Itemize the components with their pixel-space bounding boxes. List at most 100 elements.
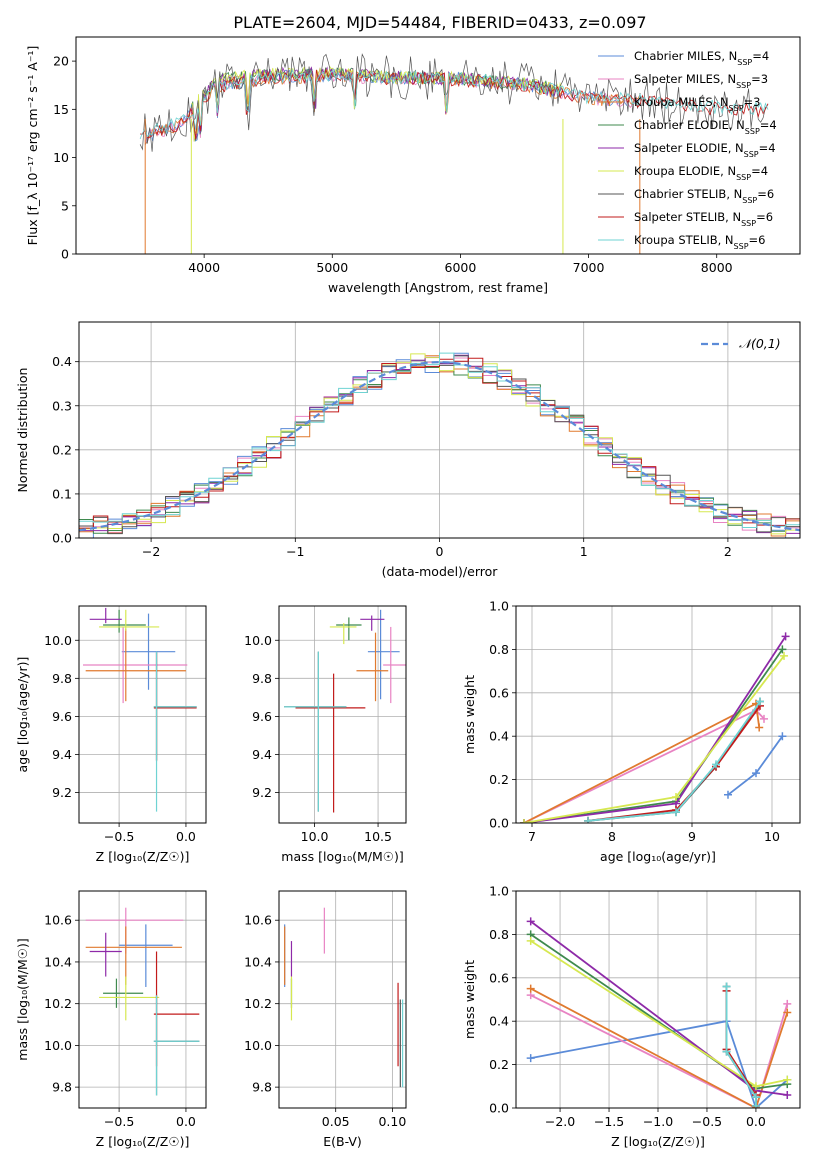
y-tick-label: 20 <box>53 54 69 69</box>
x-tick-label: 7000 <box>573 260 605 275</box>
plot-area <box>284 907 404 1088</box>
weight-point-chabrier-miles <box>526 1054 535 1063</box>
x-tick-label: 10.5 <box>364 829 392 844</box>
weight-point-kroupa-stelib <box>756 697 764 706</box>
axes-frame <box>78 890 207 1109</box>
weight-point-salpeter-miles <box>783 999 792 1008</box>
y-tick-label: 15 <box>53 102 69 117</box>
x-axis-label: Z [log₁₀(Z/Z☉)] <box>611 1134 705 1149</box>
axes-frame <box>278 605 407 824</box>
weight-line-salpeter-stelib <box>725 990 757 1106</box>
y-tick-label: 0.6 <box>489 685 509 700</box>
x-axis-label: Z [log₁₀(Z/Z☉)] <box>96 1134 190 1149</box>
legend-label-chabrier-stelib: Chabrier STELIB, NSSP=6 <box>634 187 774 205</box>
plot-area <box>79 352 800 538</box>
x-tick-label: −0.5 <box>692 1114 722 1129</box>
weight-point-kroupa-stelib <box>712 760 720 769</box>
axes-frame <box>515 605 801 824</box>
y-tick-label: 10.0 <box>244 1038 272 1053</box>
weight-line-kroupa-elodie <box>523 655 785 823</box>
y-tick-label: 10.4 <box>44 954 72 969</box>
y-tick-label: 0.0 <box>52 531 72 546</box>
mass-vs-metallicity-panel: −0.5 0.0 9.8 10.0 10.2 10.4 10.6 Z [log₁₀(Z/Z☉)… <box>15 890 207 1149</box>
legend-label-chabrier-elodie: Chabrier ELODIE, NSSP=4 <box>634 118 777 136</box>
weight-point-salpeter-miles <box>760 714 768 723</box>
x-tick-label: −1 <box>286 544 304 559</box>
y-tick-label: 0.0 <box>489 816 509 831</box>
y-tick-label: 10.2 <box>44 996 72 1011</box>
plot-area <box>85 907 200 1096</box>
y-tick-label: 9.6 <box>52 709 72 724</box>
figure-title: PLATE=2604, MJD=54484, FIBERID=0433, z=0… <box>233 13 646 32</box>
weight-line-kroupa-stelib <box>587 700 761 822</box>
y-tick-label: 0.0 <box>489 1101 509 1116</box>
y-tick-label: 9.8 <box>52 671 72 686</box>
legend-label-kroupa-elodie: Kroupa ELODIE, NSSP=4 <box>634 164 768 182</box>
y-tick-label: 0.6 <box>489 970 509 985</box>
normal-curve <box>79 360 800 532</box>
y-axis-label: mass [log₁₀(M/M☉)] <box>15 938 30 1060</box>
x-tick-label: 0.0 <box>176 1114 196 1129</box>
x-tick-label: −2.0 <box>545 1114 575 1129</box>
x-tick-label: 5000 <box>316 260 348 275</box>
x-axis-label: wavelength [Angstrom, rest frame] <box>328 280 548 295</box>
x-tick-label: 10 <box>764 829 780 844</box>
weight-point-kroupa-miles <box>526 984 535 993</box>
x-axis-label: Z [log₁₀(Z/Z☉)] <box>96 849 190 864</box>
y-tick-label: 9.6 <box>252 709 272 724</box>
weight-line-kroupa-miles <box>530 987 789 1108</box>
legend-label-normal: 𝒩(0,1) <box>739 336 781 351</box>
x-tick-label: 7 <box>528 829 536 844</box>
axes-frame <box>278 890 407 1109</box>
weight-point-kroupa-stelib <box>584 816 592 823</box>
weight-point-kroupa-stelib <box>722 982 731 991</box>
x-tick-label: 9 <box>688 829 696 844</box>
y-tick-label: 10.6 <box>44 913 72 928</box>
weight-point-kroupa-elodie <box>520 819 528 823</box>
x-tick-label: 8000 <box>701 260 733 275</box>
weight-point-kroupa-stelib <box>751 1101 760 1108</box>
y-tick-label: 9.2 <box>52 785 72 800</box>
weight-point-salpeter-elodie <box>526 917 535 926</box>
plot-area <box>526 917 792 1108</box>
y-tick-label: 0.8 <box>489 642 509 657</box>
x-tick-label: −0.5 <box>104 1114 134 1129</box>
y-tick-label: 5 <box>61 198 69 213</box>
x-tick-label: −2 <box>142 544 160 559</box>
x-tick-label: 10.0 <box>301 829 329 844</box>
weight-point-kroupa-elodie <box>672 792 680 801</box>
y-axis-label: age [log₁₀(age/yr)] <box>15 657 30 773</box>
x-axis-label: age [log₁₀(age/yr)] <box>600 849 716 864</box>
x-axis-label: mass [log₁₀(M/M☉)] <box>281 849 403 864</box>
mass-vs-ebv-panel: 0.05 0.10 9.8 10.0 10.2 10.4 10.6 E(B-V) <box>244 890 407 1149</box>
legend-label-chabrier-miles: Chabrier MILES, NSSP=4 <box>634 49 769 67</box>
weight-point-kroupa-stelib <box>722 1047 731 1056</box>
legend-label-salpeter-elodie: Salpeter ELODIE, NSSP=4 <box>634 141 776 159</box>
y-tick-label: 9.8 <box>52 1080 72 1095</box>
x-tick-label: −1.5 <box>594 1114 624 1129</box>
legend-label-kroupa-miles: Kroupa MILES, NSSP=3 <box>634 95 760 113</box>
x-tick-label: −0.5 <box>104 829 134 844</box>
y-axis-label: Flux [f_λ 10⁻¹⁷ erg cm⁻² s⁻¹ A⁻¹] <box>25 46 40 246</box>
plot-area <box>83 607 197 812</box>
y-tick-label: 1.0 <box>489 599 509 614</box>
y-tick-label: 0.2 <box>52 442 72 457</box>
weight-line-chabrier-elodie <box>530 933 788 1090</box>
y-tick-label: 9.4 <box>52 747 72 762</box>
weight-line-salpeter-elodie <box>523 635 787 823</box>
y-tick-label: 0 <box>61 247 69 262</box>
y-tick-label: 10.2 <box>244 996 272 1011</box>
y-tick-label: 10.0 <box>244 633 272 648</box>
y-tick-label: 0.1 <box>52 486 72 501</box>
weight-point-chabrier-miles <box>752 769 760 778</box>
age-vs-metallicity-panel: −0.5 0.0 9.2 9.4 9.6 9.8 10.0 Z [log₁₀(Z/Z☉)] ag… <box>15 605 207 864</box>
weight-point-chabrier-elodie <box>778 645 787 654</box>
x-tick-label: 2 <box>724 544 732 559</box>
y-tick-label: 1.0 <box>489 884 509 899</box>
y-tick-label: 0.2 <box>489 1057 509 1072</box>
weight-point-kroupa-elodie <box>526 936 535 945</box>
y-tick-label: 0.4 <box>489 729 509 744</box>
x-tick-label: 6000 <box>445 260 477 275</box>
weight-point-kroupa-elodie <box>751 1082 760 1091</box>
